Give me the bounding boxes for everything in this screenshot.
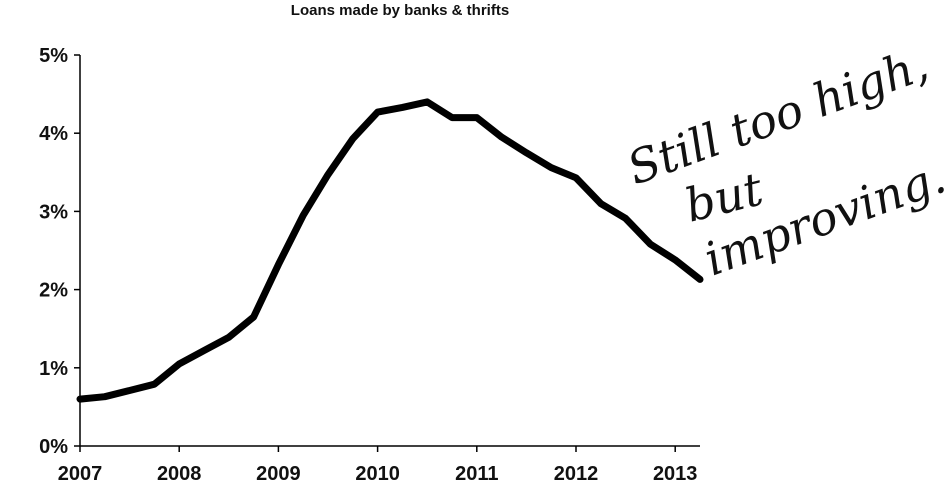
y-tick-label: 3% — [39, 201, 68, 223]
x-tick-label: 2007 — [58, 463, 103, 485]
x-tick-label: 2010 — [355, 463, 400, 485]
x-tick-label: 2013 — [653, 463, 698, 485]
series-line — [76, 98, 704, 403]
x-tick-label: 2008 — [157, 463, 202, 485]
x-tick-label: 2009 — [256, 463, 301, 485]
x-ticks: 2007 2008 2009 2010 2011 2012 2013 — [58, 446, 698, 485]
y-tick-label: 0% — [39, 436, 68, 458]
y-tick-label: 1% — [39, 358, 68, 380]
chart-subtitle: Loans made by banks & thrifts — [290, 2, 510, 19]
x-tick-label: 2012 — [554, 463, 599, 485]
x-tick-label: 2011 — [455, 463, 498, 485]
y-tick-label: 5% — [39, 45, 68, 67]
y-tick-label: 4% — [39, 123, 68, 145]
y-tick-label: 2% — [39, 280, 68, 302]
y-ticks: 0% 1% 2% 3% 4% 5% — [39, 45, 80, 458]
handwritten-annotation: Still too high, but improving. — [620, 37, 945, 287]
